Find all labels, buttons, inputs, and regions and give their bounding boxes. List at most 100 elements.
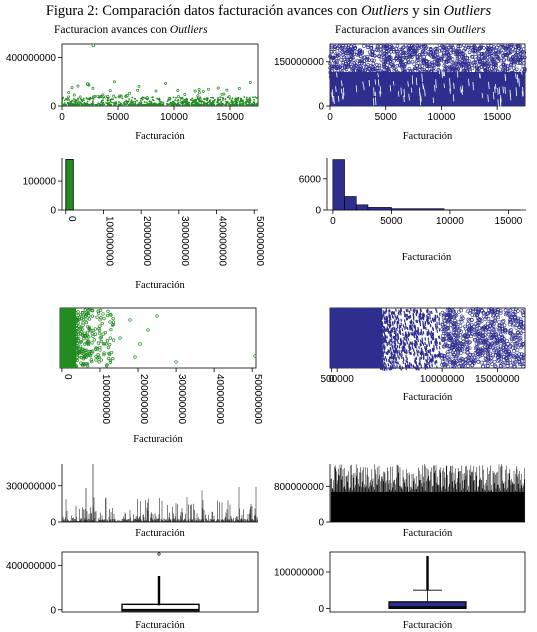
- R1-point: [523, 67, 527, 72]
- R3-point: [488, 319, 493, 324]
- R3-point: [388, 315, 390, 319]
- L1-point: [124, 103, 127, 105]
- L1-point: [81, 100, 84, 103]
- R3-point: [516, 316, 521, 321]
- R3-point: [408, 344, 411, 348]
- R3-point: [418, 362, 421, 366]
- R3-point: [386, 328, 388, 332]
- R3-point: [387, 341, 389, 346]
- R1-point: [388, 55, 393, 60]
- R3-point: [380, 315, 382, 319]
- R3-point: [409, 327, 411, 331]
- R3-point: [412, 315, 415, 319]
- R1-point: [489, 76, 494, 80]
- R3-point: [502, 355, 507, 359]
- R1-point: [347, 48, 352, 52]
- R3-point: [482, 348, 487, 353]
- R3-point: [517, 360, 522, 365]
- R3-point: [475, 350, 480, 355]
- L1-point: [183, 93, 187, 96]
- R3-point: [493, 319, 498, 324]
- R3-point: [408, 364, 410, 368]
- R3-point: [488, 351, 492, 356]
- L1-point: [117, 95, 121, 99]
- R3-point: [453, 356, 458, 361]
- R3-point: [448, 332, 453, 337]
- R3-point: [436, 329, 439, 333]
- R3-point: [448, 313, 453, 317]
- L3-point: [99, 339, 103, 344]
- R1-point: [357, 61, 362, 65]
- R3-point: [410, 351, 412, 355]
- R1-point: [451, 48, 456, 52]
- R1-point: [460, 51, 465, 56]
- L3-point: [105, 363, 109, 367]
- R3-point: [438, 318, 440, 322]
- R3-point: [497, 353, 502, 358]
- R3-point: [521, 325, 526, 330]
- R1-point: [380, 79, 385, 84]
- R1-gap: [434, 84, 436, 92]
- L3-point: [90, 308, 94, 312]
- R1-point: [485, 50, 490, 54]
- L3-point: [81, 347, 85, 351]
- R1-point: [430, 63, 435, 68]
- L1-point: [139, 100, 142, 102]
- R3-point: [391, 310, 394, 315]
- R3-point: [491, 346, 496, 350]
- R3-point: [412, 321, 415, 325]
- R1-point: [337, 72, 341, 77]
- R3-point: [388, 367, 391, 371]
- R1-point: [445, 60, 449, 65]
- R3-point: [408, 315, 411, 319]
- R1-point: [496, 71, 500, 76]
- R3-point: [405, 317, 408, 321]
- R3-point: [379, 328, 382, 333]
- R3-point: [476, 318, 481, 323]
- L1-point: [216, 100, 219, 103]
- L1-point: [141, 97, 144, 99]
- R1-gap: [521, 91, 524, 97]
- L1-point: [154, 103, 156, 106]
- R1-point: [407, 76, 411, 81]
- R3-point: [495, 313, 500, 317]
- L1-dense-band: [61, 96, 259, 106]
- R3-point: [512, 361, 517, 365]
- R3-point: [446, 320, 451, 325]
- R1-point: [435, 58, 440, 62]
- L1-point: [94, 104, 97, 106]
- R1-point: [421, 58, 426, 63]
- R1-gap: [341, 80, 343, 87]
- R1-point: [467, 80, 472, 85]
- R1-point: [464, 75, 468, 80]
- L1-point: [209, 99, 212, 101]
- L1-outlier-point-6: [197, 97, 202, 102]
- R3-point: [421, 351, 423, 356]
- R1-point: [461, 52, 466, 57]
- R3-point: [415, 356, 418, 360]
- R1-gap: [497, 99, 499, 107]
- R5-x-axis-label: Facturación: [403, 620, 453, 631]
- R3-point: [394, 319, 396, 323]
- R1-point: [466, 78, 470, 82]
- L1-point: [182, 102, 185, 104]
- L1-point: [257, 96, 259, 98]
- L3-point: [100, 321, 104, 326]
- R3-point: [431, 355, 434, 359]
- R3-point: [445, 312, 450, 317]
- R3-point: [481, 364, 485, 369]
- R3-point: [429, 348, 432, 353]
- L1-point: [130, 103, 133, 106]
- R1-point: [476, 70, 481, 74]
- R1-point: [432, 63, 437, 68]
- R1-gap: [435, 79, 437, 89]
- R3-point: [412, 365, 415, 369]
- figure-title: Figura 2: Comparación datos facturación …: [0, 3, 537, 20]
- R1-point: [348, 74, 352, 78]
- R3-point: [429, 332, 432, 336]
- R1-point: [426, 50, 431, 54]
- R1-gap: [379, 91, 381, 97]
- L1-point: [152, 103, 155, 105]
- L2-x-tick-label-0: 0: [66, 216, 77, 222]
- R1-point: [381, 77, 385, 81]
